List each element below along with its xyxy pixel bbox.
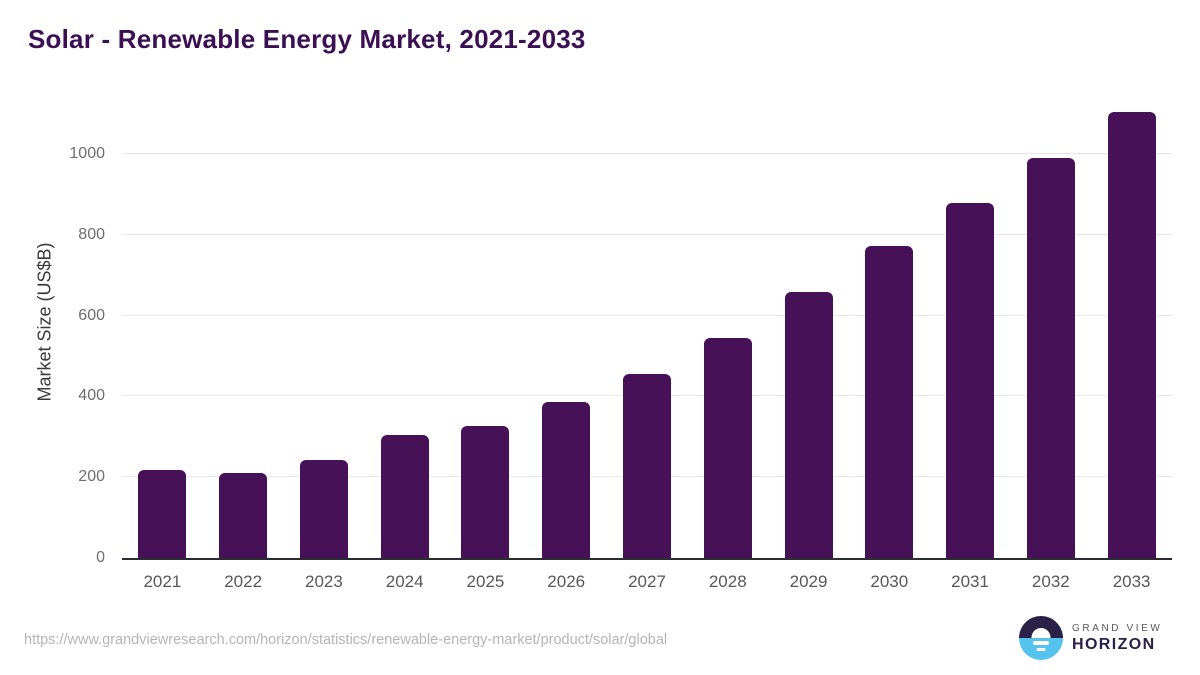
bar-2031 [946, 203, 995, 558]
gridline-600 [122, 314, 1172, 316]
x-tick-label-2028: 2028 [708, 572, 747, 591]
logo-text-horizon: HORIZON [1072, 635, 1156, 653]
bar-2023 [299, 459, 348, 558]
y-tick-label-600: 600 [78, 306, 105, 324]
x-tick-label-2024: 2024 [385, 572, 424, 591]
bar-2026 [542, 401, 591, 558]
x-tick-label-2021: 2021 [143, 572, 182, 591]
gridline-1000 [122, 153, 1172, 154]
source-url: https://www.grandviewresearch.com/horizo… [24, 632, 668, 648]
bar-2028 [703, 338, 752, 558]
x-tick-label-2032: 2032 [1031, 572, 1070, 591]
logo-sun-dome [1031, 628, 1051, 638]
x-tick-label-2029: 2029 [789, 572, 828, 591]
bar-2027 [623, 373, 671, 558]
logo-text-grand-view: GRAND VIEW [1072, 622, 1163, 634]
x-tick-label-2022: 2022 [224, 572, 263, 591]
y-tick-label-1000: 1000 [69, 145, 105, 162]
bar-2024 [380, 434, 429, 558]
y-tick-label-800: 800 [78, 225, 105, 243]
bar-2030 [865, 246, 914, 558]
x-tick-label-2025: 2025 [466, 572, 505, 591]
grand-view-horizon-logo: GRAND VIEW HORIZON [1019, 616, 1162, 660]
y-tick-label-0: 0 [96, 549, 105, 566]
logo-reflection-line [1033, 641, 1049, 645]
x-tick-label-2030: 2030 [870, 572, 909, 591]
y-tick-label-400: 400 [78, 387, 105, 405]
bar-2025 [461, 426, 510, 558]
y-tick-label-200: 200 [78, 468, 105, 486]
x-tick-label-2031: 2031 [951, 572, 989, 591]
x-tick-label-2027: 2027 [628, 572, 666, 591]
bar-2029 [784, 291, 833, 558]
logo-reflection-line [1036, 647, 1046, 651]
bar-2022 [219, 473, 268, 558]
x-tick-label-2026: 2026 [547, 572, 586, 591]
logo-text: GRAND VIEW HORIZON [1072, 623, 1162, 654]
gridline-800 [122, 233, 1172, 235]
chart-title: Solar - Renewable Energy Market, 2021-20… [28, 24, 586, 54]
plot-area: 0 200 400 600 800 1000 2021 2022 2023 2024 2025 202… [69, 112, 1172, 591]
x-tick-label-2033: 2033 [1112, 572, 1151, 591]
bar-2033 [1107, 112, 1156, 558]
bar-2021 [138, 469, 187, 558]
bar-2032 [1026, 158, 1075, 558]
x-tick-label-2023: 2023 [305, 572, 343, 591]
sun-over-horizon-icon [1019, 616, 1063, 660]
